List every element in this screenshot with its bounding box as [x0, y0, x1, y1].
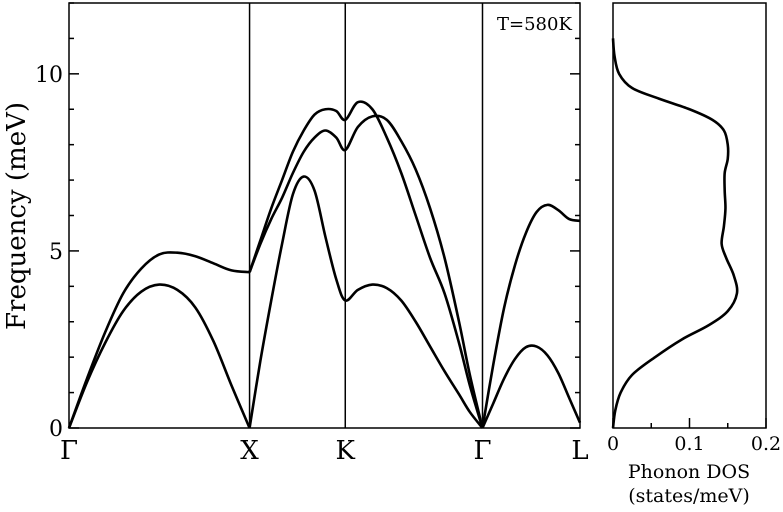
dispersion-branch	[248, 100, 484, 429]
dos-curve	[611, 38, 739, 429]
y-tick-label: 10	[35, 63, 63, 88]
dispersion-branch	[481, 344, 582, 429]
temperature-annotation: T=580K	[497, 14, 572, 35]
k-point-label: Γ	[60, 436, 78, 466]
dos-x-axis-ticks: 0 0.1 0.2	[607, 418, 781, 455]
dos-x-tick-label: 0.1	[674, 433, 704, 455]
dispersion-branch	[481, 203, 581, 429]
dispersion-branch	[248, 114, 484, 429]
k-point-label: Γ	[473, 436, 491, 466]
dos-axis-title-line2: (states/meV)	[628, 485, 750, 507]
y-tick-label: 0	[49, 417, 63, 442]
dos-x-tick-label: 0	[607, 433, 619, 455]
k-point-label: X	[240, 436, 259, 466]
dos-panel: 0 0.1 0.2 Phonon DOS (states/meV)	[607, 2, 781, 507]
dispersion-plot-frame	[68, 2, 581, 429]
high-symmetry-lines	[248, 3, 484, 428]
dispersion-branch	[248, 175, 484, 429]
dispersion-curves	[67, 100, 582, 429]
y-axis-ticks: 0 5 10	[35, 2, 580, 442]
dispersion-branch	[67, 283, 251, 429]
dispersion-branch	[67, 251, 250, 429]
dos-axis-title-line1: Phonon DOS	[628, 461, 750, 483]
k-point-label: L	[571, 436, 588, 466]
y-axis-title: Frequency (meV)	[2, 102, 32, 330]
dos-x-tick-label: 0.2	[751, 433, 781, 455]
dispersion-panel: 0 5 10 Γ X K Γ L T=580K Frequency (meV)	[2, 2, 589, 466]
dos-line	[611, 38, 739, 429]
dos-plot-frame	[612, 2, 767, 429]
y-tick-label: 5	[49, 240, 63, 265]
k-point-label: K	[336, 436, 356, 466]
